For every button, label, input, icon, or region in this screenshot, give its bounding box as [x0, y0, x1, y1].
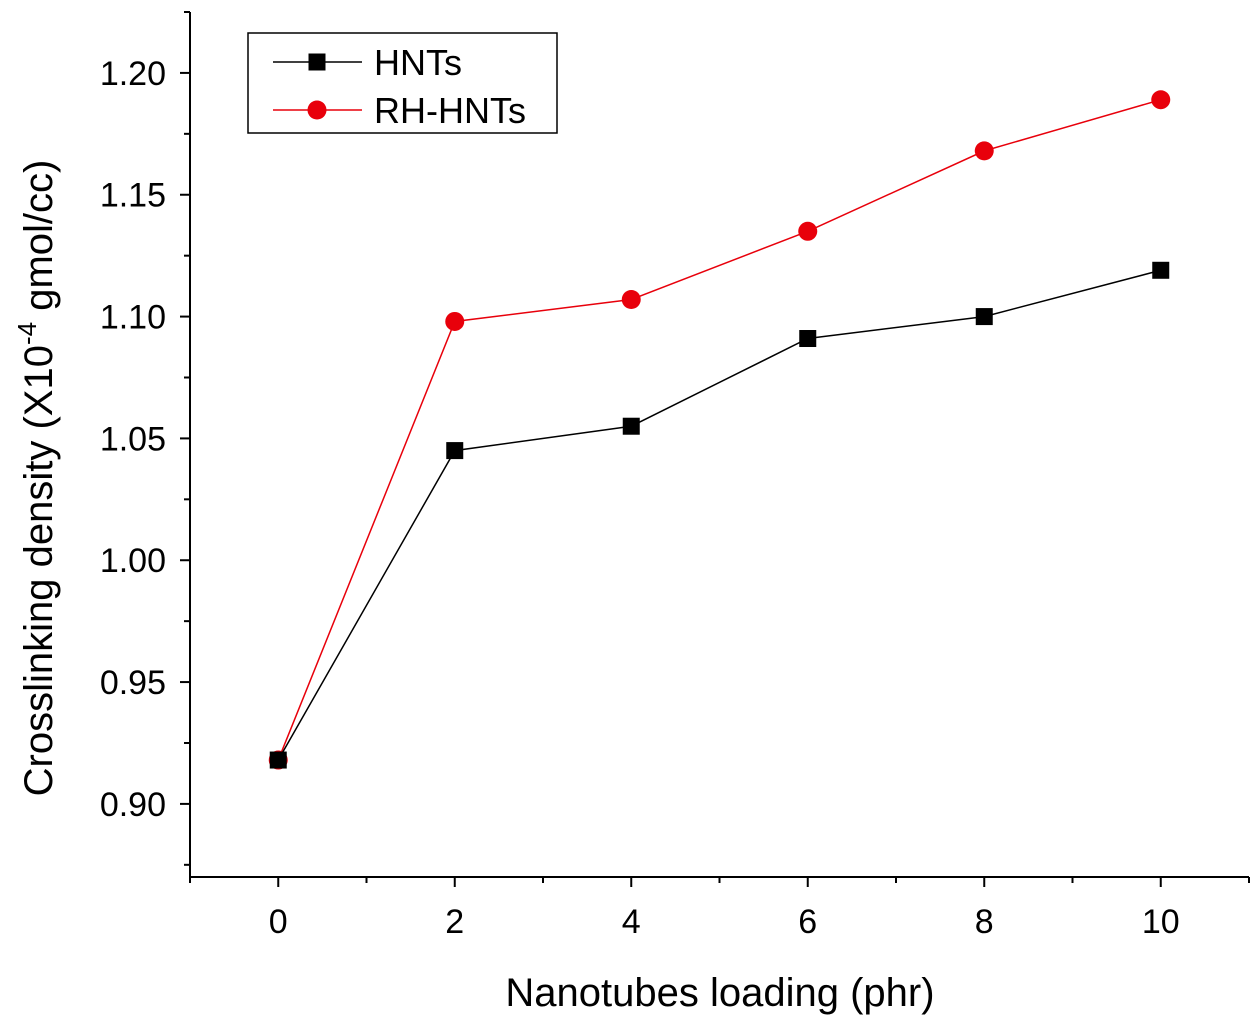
axes [189, 12, 1249, 878]
x-tick-label: 4 [622, 903, 641, 941]
data-point-square [975, 308, 993, 326]
y-tick-label: 0.95 [100, 664, 166, 702]
y-axis-title-suffix: gmol/cc) [17, 160, 61, 322]
x-tick-label: 10 [1142, 903, 1180, 941]
data-point-square [799, 330, 817, 348]
legend-entry-hnts: HNTs [273, 42, 462, 83]
data-point-square [446, 442, 464, 460]
x-tick-label: 6 [798, 903, 817, 941]
series-rh-hnts [268, 90, 1171, 770]
data-point-square [622, 417, 640, 435]
legend-entry-rh-hnts: RH-HNTs [273, 90, 526, 131]
y-tick-label: 1.10 [100, 299, 166, 337]
x-tick-label: 0 [269, 903, 288, 941]
series-layer [268, 90, 1171, 770]
y-tick-label: 1.05 [100, 420, 166, 458]
data-point-circle [974, 141, 994, 161]
y-axis-title-superscript: -4 [12, 322, 42, 345]
legend-marker-rh-hnts [307, 100, 327, 120]
y-tick-label: 1.00 [100, 542, 166, 580]
legend-marker-hnts [308, 53, 326, 71]
y-axis-title: Crosslinking density (X10-4 gmol/cc) [12, 160, 61, 797]
data-point-circle [621, 290, 641, 310]
y-axis-title-prefix: Crosslinking density (X10 [17, 345, 61, 796]
data-point-circle [798, 221, 818, 241]
y-tick-label: 1.20 [100, 55, 166, 93]
x-tick-label: 2 [445, 903, 464, 941]
series-line [277, 269, 1161, 761]
x-ticks: 0 2 4 6 8 10 [189, 877, 1250, 941]
x-axis-title: Nanotubes loading (phr) [505, 971, 934, 1015]
legend: HNTs RH-HNTs [247, 32, 558, 134]
y-tick-label: 1.15 [100, 177, 166, 215]
series-line [277, 98, 1161, 761]
y-tick-label: 0.90 [100, 786, 166, 824]
y-ticks: 0.90 0.95 1.00 1.05 1.10 1.15 1.20 [100, 11, 190, 866]
legend-label-rh-hnts: RH-HNTs [374, 90, 526, 131]
x-tick-label: 8 [975, 903, 994, 941]
legend-box [247, 32, 558, 134]
data-point-circle [1151, 90, 1171, 110]
data-point-circle [445, 311, 465, 331]
data-point-square [1152, 261, 1170, 279]
data-point-square [269, 751, 287, 769]
legend-label-hnts: HNTs [374, 42, 462, 83]
series-hnts [269, 261, 1170, 769]
